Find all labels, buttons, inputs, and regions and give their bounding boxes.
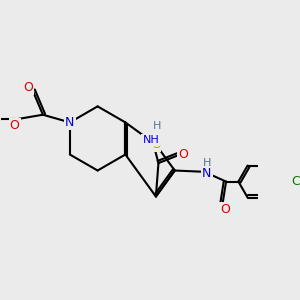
Text: S: S <box>152 138 160 151</box>
Text: H: H <box>202 158 211 168</box>
Text: O: O <box>220 203 230 216</box>
Text: N: N <box>65 116 74 129</box>
Text: O: O <box>23 81 33 94</box>
Text: H: H <box>152 121 161 131</box>
Text: Cl: Cl <box>291 175 300 188</box>
Text: O: O <box>178 148 188 160</box>
Text: N: N <box>202 167 212 180</box>
Text: NH: NH <box>142 135 159 145</box>
Text: O: O <box>10 119 20 132</box>
